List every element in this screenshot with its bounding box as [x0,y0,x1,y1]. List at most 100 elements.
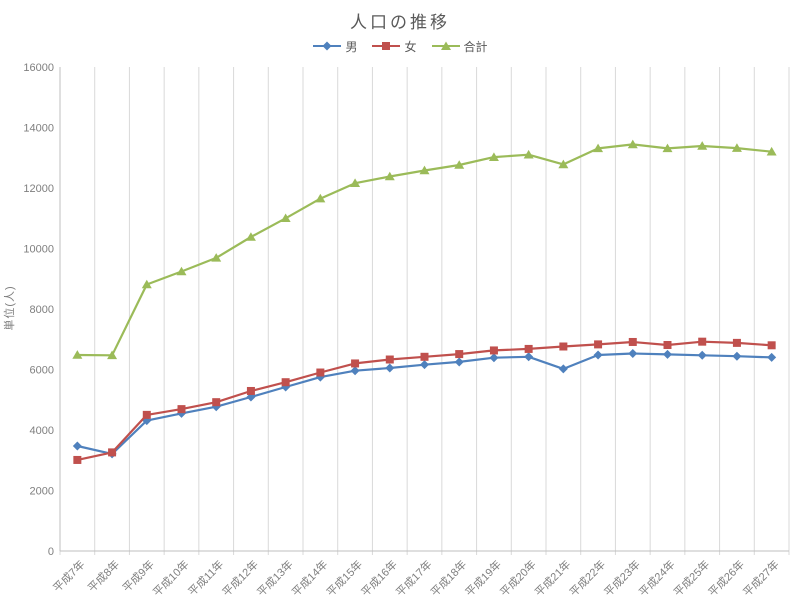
legend-label-total: 合計 [463,39,488,54]
chart-title: 人口の推移 [350,13,450,32]
x-tick-label: 平成18年 [427,557,469,599]
data-point-female [316,368,325,377]
y-tick-label: 6000 [30,365,54,377]
total-series-marker-icon [431,41,460,50]
data-point-male [663,349,672,359]
data-point-total [558,159,569,169]
data-point-male [350,366,360,376]
legend-item-female[interactable]: 女 [371,38,417,55]
data-point-male [732,351,742,361]
data-point-male [489,353,499,363]
data-point-total [245,232,256,241]
x-tick-label: 平成23年 [601,557,643,599]
x-tick-label: 平成25年 [670,557,712,599]
data-point-male [72,441,82,451]
x-tick-label: 平成13年 [254,557,296,599]
data-point-total [523,149,534,159]
x-tick-label: 平成12年 [219,557,261,599]
x-tick-label: 平成20年 [497,557,539,599]
data-point-male [385,363,395,373]
legend-item-total[interactable]: 合計 [431,38,488,55]
y-tick-label: 14000 [23,123,54,135]
data-point-female [108,448,117,457]
data-point-female [351,359,360,368]
series-line-total [76,143,773,357]
data-point-female [559,342,568,351]
y-tick-label: 10000 [23,244,54,256]
data-point-total [350,178,361,187]
data-point-female [663,340,672,349]
data-point-female [455,350,464,359]
data-point-female [524,344,533,353]
data-point-total [211,253,222,262]
data-point-male [558,364,568,374]
x-tick-label: 平成15年 [323,557,365,599]
legend-label-male: 男 [345,39,358,54]
x-tick-label: 平成11年 [185,557,226,598]
data-point-total [766,146,777,156]
data-point-female [142,410,151,419]
data-point-total [141,279,152,289]
chart-legend: 男 女 合計 [0,38,800,54]
data-point-male [767,352,777,362]
x-tick-label: 平成22年 [566,557,608,599]
y-tick-label: 16000 [23,62,54,74]
y-tick-label: 8000 [30,304,54,316]
x-tick-label: 平成27年 [740,557,782,599]
female-series-marker-icon [372,42,401,50]
data-point-female [594,340,603,349]
y-tick-label: 2000 [30,486,54,498]
data-point-female [385,355,394,364]
data-point-total [72,350,83,359]
data-point-total [454,160,465,169]
x-tick-label: 平成17年 [393,557,435,599]
x-tick-label: 平成19年 [462,557,504,599]
data-point-female [212,398,221,407]
x-tick-label: 平成16年 [358,557,400,599]
y-tick-label: 12000 [23,183,54,195]
data-point-male [593,350,603,360]
data-point-male [628,348,638,358]
data-point-total [488,152,499,161]
data-point-total [627,139,638,149]
data-point-male [420,360,429,370]
data-point-total [280,213,291,223]
x-tick-label: 平成8年 [85,557,123,595]
x-tick-label: 平成7年 [50,557,88,595]
data-point-female [420,352,429,361]
legend-item-male[interactable]: 男 [312,38,357,55]
male-series-marker-icon [313,41,342,51]
data-point-female [489,346,498,355]
data-point-total [593,143,604,153]
data-point-total [662,143,673,153]
y-tick-label: 0 [48,546,54,558]
data-point-male [524,352,534,362]
data-point-female [628,337,637,346]
x-tick-label: 平成26年 [705,557,747,599]
data-point-total [697,141,708,150]
data-point-total [176,266,187,276]
data-point-female [281,378,290,387]
data-point-female [73,455,82,464]
data-point-male [454,357,464,367]
data-point-female [698,337,707,346]
x-tick-label: 平成24年 [636,557,678,599]
data-point-female [177,405,186,414]
x-tick-label: 平成10年 [150,557,192,599]
y-tick-label: 4000 [30,425,54,437]
data-point-total [731,143,742,152]
data-point-total [419,165,430,175]
data-point-total [315,193,326,203]
legend-label-female: 女 [404,39,417,54]
data-point-female [246,386,255,395]
x-tick-label: 平成21年 [532,557,574,599]
data-point-total [107,350,118,360]
data-point-total [384,171,395,181]
data-point-female [767,341,776,350]
data-point-female [732,338,741,347]
x-tick-label: 平成14年 [289,557,331,599]
data-point-male [697,350,707,360]
y-axis-title: 単位(人) [4,285,16,331]
